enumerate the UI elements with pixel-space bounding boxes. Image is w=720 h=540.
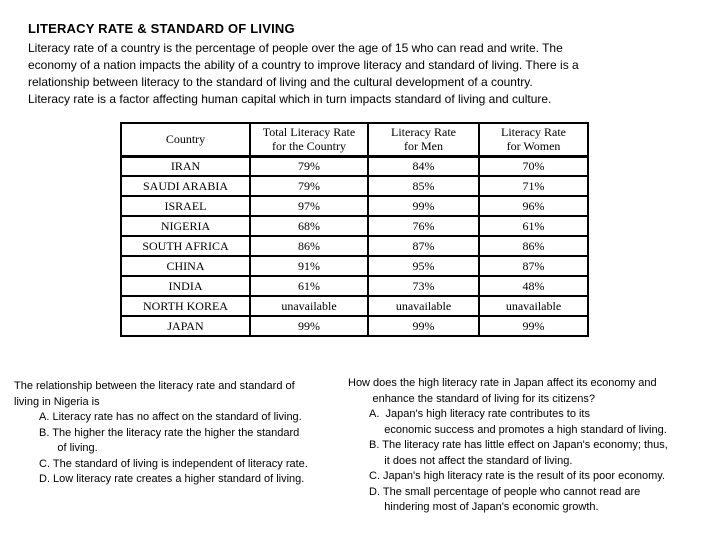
question-japan-option-d: D. The small percentage of people who ca…	[369, 485, 641, 514]
table-row-north-korea: NORTH KOREA unavailable unavailable unav…	[120, 295, 589, 317]
table-row-iran: IRAN 79% 84% 70%	[120, 155, 589, 177]
men-rate-cell: 76%	[367, 215, 480, 237]
women-rate-cell: 99%	[478, 315, 589, 337]
men-rate-cell: 85%	[367, 175, 480, 197]
table-row-south-africa: SOUTH AFRICA 86% 87% 86%	[120, 235, 589, 257]
table-row-china: CHINA 91% 95% 87%	[120, 255, 589, 277]
country-cell: NIGERIA	[120, 215, 251, 237]
question-japan-stem: How does the high literacy rate in Japan…	[348, 377, 657, 405]
question-nigeria-options: A. Literacy rate has no affect on the st…	[14, 410, 349, 488]
literacy-rate-table: Country Total Literacy Rate for the Coun…	[120, 122, 589, 337]
country-cell: NORTH KOREA	[120, 295, 251, 317]
women-rate-cell: 96%	[478, 195, 589, 217]
table-row-israel: ISRAEL 97% 99% 96%	[120, 195, 589, 217]
country-cell: JAPAN	[120, 315, 251, 337]
table-row-japan: JAPAN 99% 99% 99%	[120, 315, 589, 337]
men-rate-cell: unavailable	[367, 295, 480, 317]
men-rate-cell: 99%	[367, 195, 480, 217]
women-rate-cell: unavailable	[478, 295, 589, 317]
question-nigeria-option-b: B. The higher the literacy rate the high…	[39, 426, 300, 455]
women-rate-cell: 71%	[478, 175, 589, 197]
header-cell-women-rate: Literacy Rate for Women	[478, 122, 589, 158]
men-rate-cell: 84%	[367, 155, 480, 177]
country-cell: CHINA	[120, 255, 251, 277]
question-nigeria-option-a: A. Literacy rate has no affect on the st…	[39, 411, 302, 423]
women-rate-cell: 86%	[478, 235, 589, 257]
table-row-saudi-arabia: SAUDI ARABIA 79% 85% 71%	[120, 175, 589, 197]
men-rate-cell: 73%	[367, 275, 480, 297]
table-row-india: INDIA 61% 73% 48%	[120, 275, 589, 297]
intro-paragraph: Literacy rate of a country is the percen…	[28, 41, 579, 106]
total-rate-cell: 99%	[249, 315, 369, 337]
country-cell: SOUTH AFRICA	[120, 235, 251, 257]
question-japan-options: A. Japan's high literacy rate contribute…	[348, 407, 720, 516]
country-cell: SAUDI ARABIA	[120, 175, 251, 197]
question-nigeria-stem: The relationship between the literacy ra…	[14, 380, 295, 408]
country-cell: ISRAEL	[120, 195, 251, 217]
men-rate-cell: 95%	[367, 255, 480, 277]
total-rate-cell: 97%	[249, 195, 369, 217]
table-body: IRAN 79% 84% 70% SAUDI ARABIA 79% 85% 71…	[120, 155, 589, 337]
question-japan-option-a: A. Japan's high literacy rate contribute…	[369, 408, 667, 436]
table-row-nigeria: NIGERIA 68% 76% 61%	[120, 215, 589, 237]
men-rate-cell: 87%	[367, 235, 480, 257]
total-rate-cell: 91%	[249, 255, 369, 277]
country-cell: IRAN	[120, 155, 251, 177]
question-japan: How does the high literacy rate in Japan…	[348, 376, 720, 516]
header-cell-country: Country	[120, 122, 251, 158]
women-rate-cell: 48%	[478, 275, 589, 297]
question-japan-option-c: C. Japan's high literacy rate is the res…	[369, 470, 665, 482]
total-rate-cell: unavailable	[249, 295, 369, 317]
question-japan-option-b: B. The literacy rate has little effect o…	[369, 439, 668, 467]
question-nigeria-option-d: D. Low literacy rate creates a higher st…	[39, 473, 305, 485]
header-cell-total-rate: Total Literacy Rate for the Country	[249, 122, 369, 158]
total-rate-cell: 68%	[249, 215, 369, 237]
women-rate-cell: 61%	[478, 215, 589, 237]
question-nigeria-option-c: C. The standard of living is independent…	[39, 457, 308, 470]
total-rate-cell: 61%	[249, 275, 369, 297]
total-rate-cell: 79%	[249, 155, 369, 177]
women-rate-cell: 87%	[478, 255, 589, 277]
country-cell: INDIA	[120, 275, 251, 297]
table-header-row: Country Total Literacy Rate for the Coun…	[120, 122, 589, 158]
question-nigeria: The relationship between the literacy ra…	[14, 379, 349, 488]
header-cell-men-rate: Literacy Rate for Men	[367, 122, 480, 158]
men-rate-cell: 99%	[367, 315, 480, 337]
women-rate-cell: 70%	[478, 155, 589, 177]
total-rate-cell: 86%	[249, 235, 369, 257]
total-rate-cell: 79%	[249, 175, 369, 197]
page-title: LITERACY RATE & STANDARD OF LIVING	[28, 21, 295, 36]
table-header: Country Total Literacy Rate for the Coun…	[120, 122, 589, 158]
